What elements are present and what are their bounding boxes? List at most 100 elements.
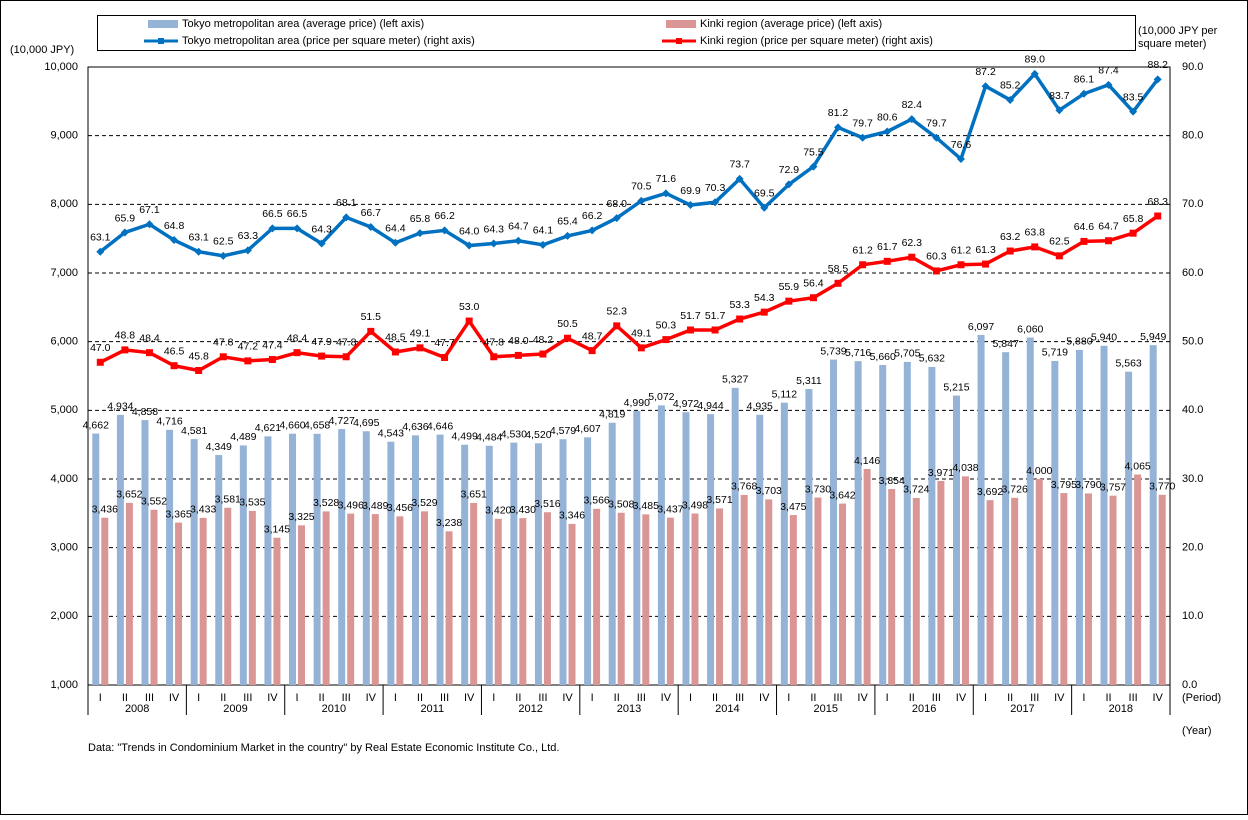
value-label: 46.5 [164,345,185,357]
x-tick-label: IV [464,692,475,704]
x-tick-label: I [886,692,889,704]
bar [1002,352,1010,685]
value-label: 3,325 [288,511,314,523]
bar [765,499,773,685]
bar [1011,497,1019,685]
marker [932,133,941,142]
year-label: 2018 [1109,703,1133,715]
value-label: 70.3 [705,182,726,194]
value-label: 3,437 [657,503,683,515]
value-label: 5,327 [722,374,748,386]
x-tick-label: I [689,692,692,704]
x-tick-label: IV [366,692,377,704]
value-label: 3,516 [534,498,560,510]
bar [814,497,822,685]
value-label: 79.7 [852,118,873,130]
value-label: 4,646 [427,420,453,432]
value-label: 3,552 [141,496,167,508]
marker [244,357,252,365]
value-label: 70.5 [631,181,652,193]
x-tick-label: IV [956,692,967,704]
marker [293,224,302,233]
bar [420,511,428,685]
x-tick-label: III [440,692,449,704]
x-tick-label: III [145,692,154,704]
bar [313,433,321,685]
value-label: 62.5 [213,236,234,248]
value-label: 3,795 [1051,479,1077,491]
legend-label: Tokyo metropolitan area (average price) … [182,18,424,30]
value-label: 5,632 [919,353,945,365]
value-label: 76.6 [951,139,972,151]
x-tick-label: I [984,692,987,704]
bar [593,508,601,685]
marker [858,133,867,142]
value-label: 47.9 [311,336,332,348]
y2-tick-label: 60.0 [1182,267,1203,279]
bar [1051,360,1059,685]
bar [617,512,625,685]
marker [243,246,252,255]
marker [735,174,744,183]
marker [170,236,179,245]
marker [564,334,572,342]
x-tick-label: IV [169,692,180,704]
bar [854,361,862,685]
value-label: 75.5 [803,146,824,158]
marker [859,261,867,269]
x-tick-label: III [342,692,351,704]
value-label: 50.5 [557,318,578,330]
value-label: 3,430 [510,504,536,516]
bar [199,517,207,685]
bar [1134,474,1142,685]
value-label: 48.8 [115,330,136,342]
value-label: 3,365 [165,508,191,520]
value-label: 4,581 [181,425,207,437]
value-label: 3,726 [1002,484,1028,496]
value-label: 88.2 [1147,59,1168,71]
year-label: (Year) [1182,725,1212,737]
bar [470,502,478,685]
value-label: 3,581 [215,494,241,506]
marker [588,226,597,235]
left-axis-label: (10,000 JPY) [10,44,74,56]
value-label: 71.6 [656,173,677,185]
bar [362,431,370,685]
y2-tick-label: 70.0 [1182,198,1203,210]
value-label: 69.9 [680,185,701,197]
value-label: 3,346 [559,510,585,522]
x-tick-label: IV [661,692,672,704]
legend-label: Tokyo metropolitan area (price per squar… [182,35,475,47]
bar [666,517,674,685]
value-label: 4,543 [378,427,404,439]
value-label: 3,703 [756,485,782,497]
value-label: 66.7 [361,207,382,219]
value-label: 5,660 [870,351,896,363]
bar [961,476,969,685]
value-label: 3,854 [879,475,905,487]
value-label: 65.8 [410,213,431,225]
legend-swatch [676,38,682,44]
x-tick-label: IV [1153,692,1164,704]
marker [956,155,965,164]
x-tick-label: II [614,692,620,704]
value-label: 4,499 [452,431,478,443]
bar [322,511,330,685]
bar [716,508,724,685]
marker [391,238,400,247]
x-tick-label: III [833,692,842,704]
bar [166,429,174,685]
value-label: 54.3 [754,292,775,304]
x-tick-label: I [197,692,200,704]
value-label: 48.5 [385,332,406,344]
value-label: 62.5 [1049,236,1070,248]
marker [981,82,990,91]
value-label: 81.2 [828,107,849,119]
value-label: 49.1 [631,328,652,340]
value-label: 68.0 [606,198,627,210]
x-tick-label: II [220,692,226,704]
value-label: 4,146 [854,455,880,467]
x-tick-label: I [787,692,790,704]
bar [731,387,739,685]
value-label: 3,535 [239,497,265,509]
